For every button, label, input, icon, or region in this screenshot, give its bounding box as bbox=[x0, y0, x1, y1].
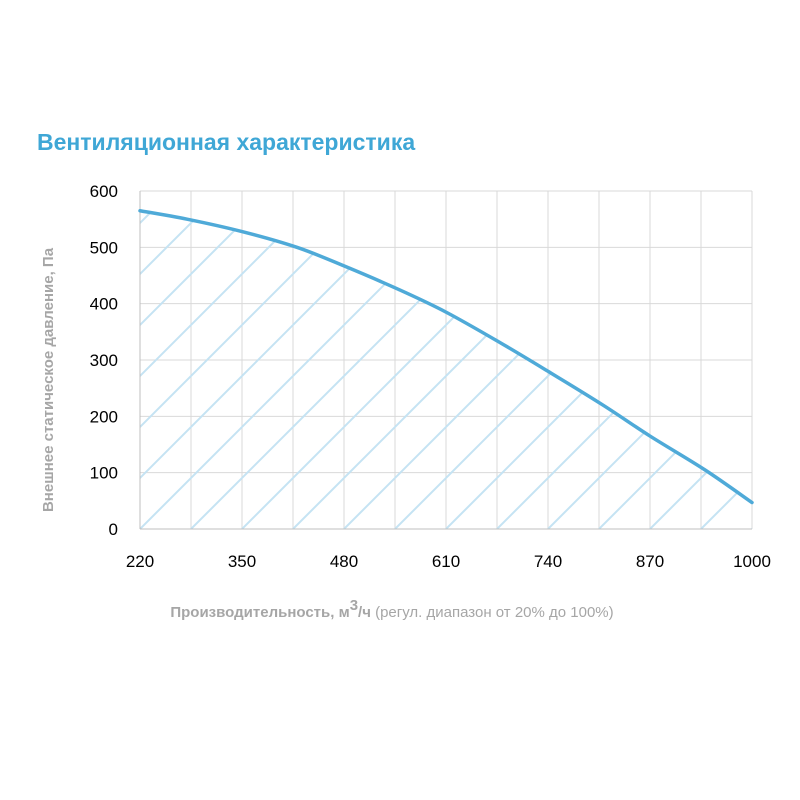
hatched-area bbox=[140, 210, 752, 529]
hatch-line bbox=[445, 210, 752, 529]
hatch-line bbox=[547, 210, 752, 529]
hatch-line bbox=[598, 210, 752, 529]
hatch-line bbox=[241, 210, 663, 529]
y-tick-label: 600 bbox=[90, 182, 118, 201]
hatch-line bbox=[700, 210, 752, 529]
x-tick-label: 870 bbox=[636, 552, 664, 571]
hatch-line bbox=[140, 210, 561, 529]
grid bbox=[140, 190, 753, 529]
axes bbox=[139, 191, 752, 530]
x-tick-label: 1000 bbox=[733, 552, 771, 571]
x-tick-label: 740 bbox=[534, 552, 562, 571]
hatch-line bbox=[751, 210, 752, 529]
y-tick-label: 300 bbox=[90, 351, 118, 370]
y-tick-label: 100 bbox=[90, 464, 118, 483]
y-tick-label: 500 bbox=[90, 238, 118, 257]
y-tick-labels: 0 100 200 300 400 500 600 bbox=[90, 182, 118, 539]
x-axis-label-note: (регул. диапазон от 20% до 100%) bbox=[371, 604, 614, 621]
x-axis-label: Производительность, м3/ч (регул. диапазо… bbox=[170, 597, 613, 621]
x-tick-label: 350 bbox=[228, 552, 256, 571]
hatch-line bbox=[649, 210, 752, 529]
y-tick-label: 200 bbox=[90, 407, 118, 426]
x-tick-label: 610 bbox=[432, 552, 460, 571]
hatch-line bbox=[140, 210, 459, 529]
x-tick-labels: 220 350 480 610 740 870 1000 bbox=[126, 552, 771, 571]
x-axis-label-main: Производительность, м bbox=[170, 604, 349, 621]
pressure-curve bbox=[138, 208, 754, 505]
y-tick-label: 400 bbox=[90, 295, 118, 314]
x-axis-label-superscript: 3 bbox=[350, 597, 358, 614]
hatch-line bbox=[140, 210, 255, 529]
x-tick-label: 220 bbox=[126, 552, 154, 571]
y-tick-label: 0 bbox=[109, 520, 118, 539]
hatch-line bbox=[140, 210, 510, 529]
hatch-line bbox=[190, 210, 612, 529]
hatch-line bbox=[496, 210, 752, 529]
x-axis-label-unit: /ч bbox=[358, 604, 371, 621]
hatch-line bbox=[140, 210, 408, 529]
chart-title: Вентиляционная характеристика bbox=[37, 129, 415, 155]
x-tick-label: 480 bbox=[330, 552, 358, 571]
y-axis-label: Внешнее статическое давление, Па bbox=[40, 247, 57, 512]
hatch-line bbox=[140, 210, 357, 529]
